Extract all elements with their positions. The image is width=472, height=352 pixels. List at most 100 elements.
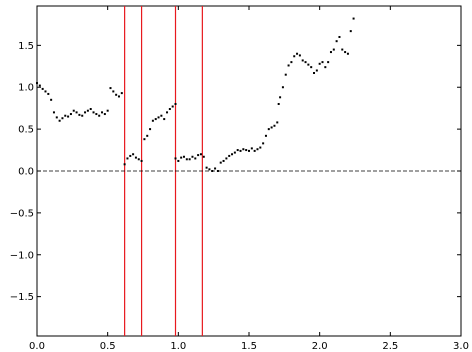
data-point bbox=[304, 61, 307, 64]
data-point bbox=[324, 66, 327, 69]
data-point bbox=[270, 126, 273, 129]
data-point bbox=[318, 62, 321, 65]
data-point bbox=[154, 118, 157, 121]
data-point bbox=[273, 124, 276, 127]
data-point bbox=[174, 157, 177, 160]
y-tick-label: −0.5 bbox=[10, 208, 34, 219]
y-tick-label: 0.0 bbox=[18, 167, 34, 178]
x-tick-label: 1.5 bbox=[241, 341, 257, 352]
x-tick-label: 2.0 bbox=[312, 341, 328, 352]
data-point bbox=[180, 156, 183, 159]
data-point bbox=[233, 151, 236, 154]
data-point bbox=[115, 93, 118, 96]
data-point bbox=[55, 116, 58, 119]
data-point bbox=[72, 109, 75, 112]
data-point bbox=[41, 87, 44, 90]
data-point bbox=[197, 154, 200, 157]
x-tick-label: 2.5 bbox=[382, 341, 398, 352]
data-point bbox=[78, 113, 81, 116]
data-point bbox=[149, 128, 152, 131]
data-point bbox=[248, 149, 250, 152]
y-tick-label: −1.5 bbox=[10, 292, 34, 303]
data-point bbox=[160, 114, 163, 117]
data-point bbox=[349, 30, 352, 33]
data-point bbox=[293, 55, 296, 58]
data-point bbox=[279, 96, 282, 99]
data-point bbox=[174, 102, 177, 105]
data-point bbox=[199, 153, 202, 156]
data-point bbox=[245, 149, 248, 152]
data-point bbox=[38, 84, 41, 87]
data-point bbox=[52, 111, 55, 114]
data-point bbox=[242, 148, 245, 151]
data-point bbox=[92, 111, 95, 114]
data-point bbox=[267, 128, 270, 131]
data-point bbox=[239, 149, 242, 152]
data-point bbox=[112, 90, 115, 93]
data-point bbox=[64, 114, 67, 117]
y-tick-label: −1.0 bbox=[10, 250, 34, 261]
data-point bbox=[106, 109, 109, 112]
data-point bbox=[137, 158, 140, 161]
data-point bbox=[86, 109, 89, 112]
data-point bbox=[236, 149, 239, 152]
data-point bbox=[89, 108, 92, 111]
data-point bbox=[219, 161, 222, 164]
data-series bbox=[36, 17, 355, 172]
data-point bbox=[103, 113, 106, 116]
data-point bbox=[129, 154, 132, 157]
data-point bbox=[231, 153, 234, 156]
data-point bbox=[191, 155, 194, 158]
data-point bbox=[194, 157, 197, 160]
data-point bbox=[284, 73, 287, 76]
data-point bbox=[250, 147, 253, 150]
data-point bbox=[117, 95, 120, 98]
data-point bbox=[259, 146, 262, 149]
data-point bbox=[277, 102, 280, 105]
data-point bbox=[298, 54, 301, 57]
data-point bbox=[126, 157, 129, 160]
data-point bbox=[344, 51, 347, 54]
data-point bbox=[225, 157, 228, 160]
data-point bbox=[146, 134, 149, 137]
data-point bbox=[168, 108, 171, 111]
data-point bbox=[171, 105, 174, 108]
data-point bbox=[332, 48, 335, 51]
data-point bbox=[341, 48, 344, 51]
data-point bbox=[276, 121, 279, 124]
data-point bbox=[222, 159, 225, 162]
data-point bbox=[44, 90, 47, 93]
data-point bbox=[132, 153, 135, 156]
y-tick-label: 1.0 bbox=[18, 83, 34, 94]
data-point bbox=[50, 98, 53, 101]
data-point bbox=[151, 119, 154, 122]
data-point bbox=[95, 113, 98, 116]
data-point bbox=[182, 155, 185, 158]
y-tick-label: 0.5 bbox=[18, 125, 34, 136]
data-point bbox=[281, 86, 284, 89]
data-point bbox=[228, 154, 231, 157]
data-point bbox=[47, 92, 50, 95]
data-point bbox=[327, 61, 330, 64]
data-point bbox=[335, 40, 338, 43]
x-tick-label: 0.0 bbox=[29, 341, 45, 352]
data-point bbox=[143, 138, 146, 141]
data-point bbox=[256, 148, 259, 151]
x-axis: 0.0 0.5 1.0 1.5 2.0 2.5 3.0 bbox=[29, 6, 469, 352]
y-tick-label: 1.5 bbox=[18, 41, 34, 52]
data-point bbox=[338, 35, 341, 38]
data-point bbox=[69, 113, 72, 116]
data-point bbox=[120, 92, 123, 95]
data-point bbox=[202, 155, 205, 158]
data-point bbox=[185, 158, 188, 161]
data-point bbox=[75, 111, 78, 114]
data-point bbox=[134, 156, 137, 159]
data-point bbox=[58, 119, 61, 122]
data-point bbox=[36, 82, 38, 85]
data-point bbox=[81, 114, 84, 117]
data-point bbox=[109, 87, 112, 90]
data-point bbox=[307, 63, 310, 66]
x-tick-label: 1.0 bbox=[170, 341, 186, 352]
data-point bbox=[352, 17, 355, 20]
data-point bbox=[264, 134, 267, 137]
